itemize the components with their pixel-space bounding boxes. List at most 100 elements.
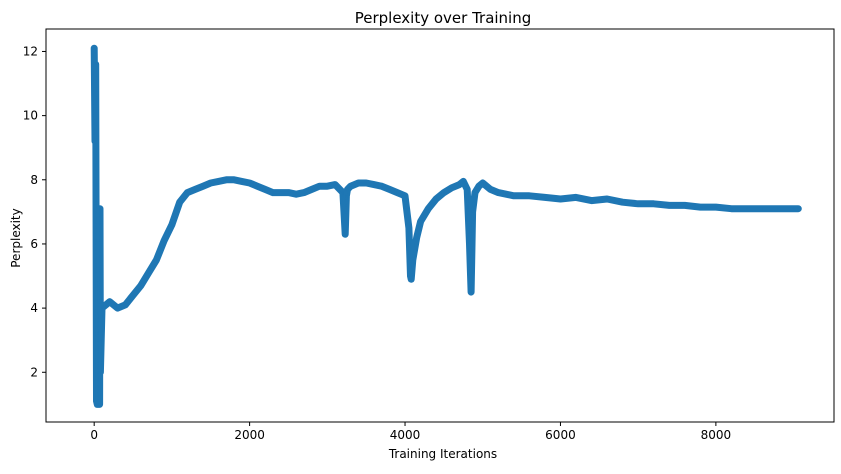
data-point xyxy=(365,182,367,184)
y-tick-label: 8 xyxy=(30,173,38,187)
data-point xyxy=(505,193,507,196)
data-point xyxy=(318,185,321,187)
data-point xyxy=(471,249,473,252)
data-point xyxy=(99,207,101,210)
axis-ticks: 0 2000 4000 6000 8000 2 4 6 8 10 12 xyxy=(23,44,731,442)
data-point xyxy=(652,203,655,205)
data-point xyxy=(683,204,686,207)
data-point xyxy=(471,211,474,213)
x-tick-label: 2000 xyxy=(234,428,265,442)
data-point xyxy=(346,188,349,191)
data-point xyxy=(474,191,476,194)
data-point xyxy=(272,191,274,194)
data-point xyxy=(410,278,413,281)
data-point xyxy=(408,227,410,229)
data-point xyxy=(462,180,465,183)
data-point xyxy=(415,236,418,239)
data-point xyxy=(287,191,290,194)
data-point xyxy=(590,199,593,202)
data-point xyxy=(241,180,243,183)
data-point xyxy=(715,206,717,208)
data-point xyxy=(95,400,98,402)
data-point xyxy=(295,193,298,196)
data-point xyxy=(94,63,97,66)
y-tick-label: 10 xyxy=(23,109,38,123)
data-point xyxy=(264,188,266,191)
data-point xyxy=(140,284,142,287)
data-point xyxy=(342,191,344,194)
data-point xyxy=(730,207,733,210)
data-point xyxy=(326,185,329,187)
data-point xyxy=(559,198,562,200)
data-point xyxy=(105,304,107,306)
data-point xyxy=(248,182,251,184)
data-point xyxy=(668,204,671,207)
data-point xyxy=(233,178,235,181)
data-point xyxy=(443,191,445,194)
data-point xyxy=(147,272,150,274)
data-point xyxy=(606,198,608,200)
data-point xyxy=(637,203,639,205)
data-point xyxy=(132,294,134,297)
y-axis-label: Perplexity xyxy=(9,208,23,268)
data-point xyxy=(279,191,282,194)
data-point xyxy=(528,195,531,197)
x-tick-label: 4000 xyxy=(390,428,421,442)
data-point xyxy=(303,191,305,194)
data-point xyxy=(357,182,360,184)
data-point xyxy=(380,185,383,187)
y-tick-label: 12 xyxy=(23,44,38,58)
data-point xyxy=(544,196,546,199)
data-point xyxy=(344,233,346,236)
data-point xyxy=(470,291,472,293)
data-point xyxy=(466,188,468,191)
data-point xyxy=(98,403,101,406)
data-point xyxy=(388,188,391,191)
data-point xyxy=(746,207,748,210)
x-tick-label: 6000 xyxy=(545,428,576,442)
data-point xyxy=(427,207,430,210)
data-point xyxy=(186,191,189,194)
data-point xyxy=(575,196,577,199)
data-point xyxy=(94,140,96,143)
y-tick-label: 6 xyxy=(30,237,38,251)
data-point xyxy=(435,198,437,200)
data-point xyxy=(256,185,259,187)
data-point xyxy=(334,183,336,186)
y-tick-label: 4 xyxy=(30,301,38,315)
data-point xyxy=(225,178,228,181)
data-point xyxy=(155,259,158,261)
data-point xyxy=(202,185,204,187)
data-point xyxy=(481,182,484,184)
data-point xyxy=(310,188,313,191)
data-point xyxy=(124,304,127,306)
data-point xyxy=(761,207,764,210)
data-point xyxy=(404,195,406,197)
data-point xyxy=(163,239,165,242)
axes-frame xyxy=(45,28,835,423)
data-point xyxy=(178,201,181,204)
data-point xyxy=(497,191,500,194)
x-tick-label: 0 xyxy=(90,428,98,442)
chart-title: Perplexity over Training xyxy=(355,9,532,27)
data-point xyxy=(699,206,702,208)
data-point xyxy=(101,307,103,309)
data-point xyxy=(100,339,102,341)
data-point xyxy=(409,275,412,277)
data-point xyxy=(209,182,212,184)
data-point xyxy=(194,188,197,191)
data-point xyxy=(520,195,523,197)
data-point xyxy=(489,188,492,191)
plot-area xyxy=(90,44,802,408)
data-point xyxy=(797,207,800,210)
data-point xyxy=(412,259,414,261)
data-point xyxy=(116,307,119,309)
data-point xyxy=(777,207,779,210)
data-point xyxy=(450,187,453,189)
x-axis-label: Training Iterations xyxy=(388,447,497,461)
data-point xyxy=(396,191,399,194)
data-point xyxy=(349,185,352,187)
data-point xyxy=(93,47,95,50)
data-point xyxy=(373,183,375,186)
